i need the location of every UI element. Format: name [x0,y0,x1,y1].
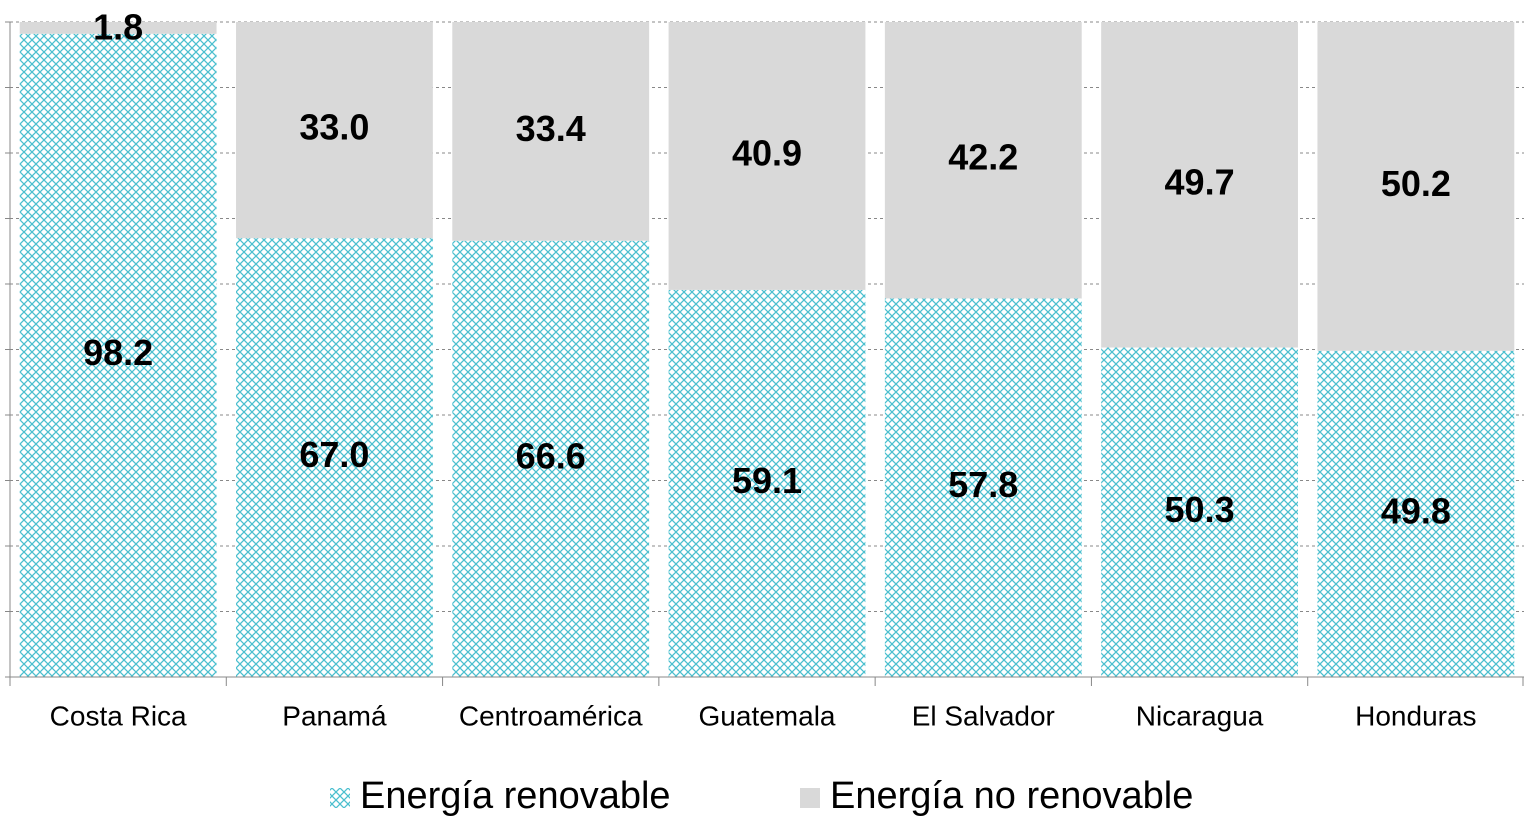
bar-segment [19,22,217,34]
x-tick-label: Centroamérica [459,700,643,731]
bar-segment [236,22,433,239]
legend-label: Energía no renovable [830,775,1193,817]
x-tick-label: Panamá [282,700,387,731]
value-label: 67.0 [299,434,369,475]
x-tick-label: Costa Rica [50,700,187,731]
bar-segment [884,22,1082,299]
value-label: 50.2 [1381,163,1451,204]
bar-segment [452,22,650,241]
bar-segment [1317,350,1515,677]
legend-label: Energía renovable [360,775,671,817]
value-label: 33.0 [299,107,369,148]
x-tick-label: Nicaragua [1136,700,1264,731]
value-label: 59.1 [732,460,802,501]
x-tick-label: Honduras [1355,700,1476,731]
value-label: 40.9 [732,132,802,173]
bar-segment [1101,347,1298,677]
value-label: 49.8 [1381,490,1451,531]
value-label: 49.7 [1165,161,1235,202]
x-tick-label: El Salvador [912,700,1055,731]
value-label: 42.2 [948,137,1018,178]
bar-segment [668,289,866,677]
bar-segment [884,298,1082,677]
value-label: 98.2 [83,332,153,373]
bar-segment [19,33,217,678]
legend-swatch [800,788,820,808]
value-label: 57.8 [948,464,1018,505]
value-label: 66.6 [516,435,586,476]
value-label: 33.4 [516,108,586,149]
bar-segment [452,240,650,677]
bar-segment [1317,22,1515,351]
value-label: 50.3 [1165,489,1235,530]
legend-swatch [330,788,350,808]
x-tick-label: Guatemala [699,700,836,731]
bar-segment [236,238,433,677]
bar-segment [1101,22,1298,348]
value-label: 1.8 [93,7,143,48]
bar-segment [668,22,866,290]
